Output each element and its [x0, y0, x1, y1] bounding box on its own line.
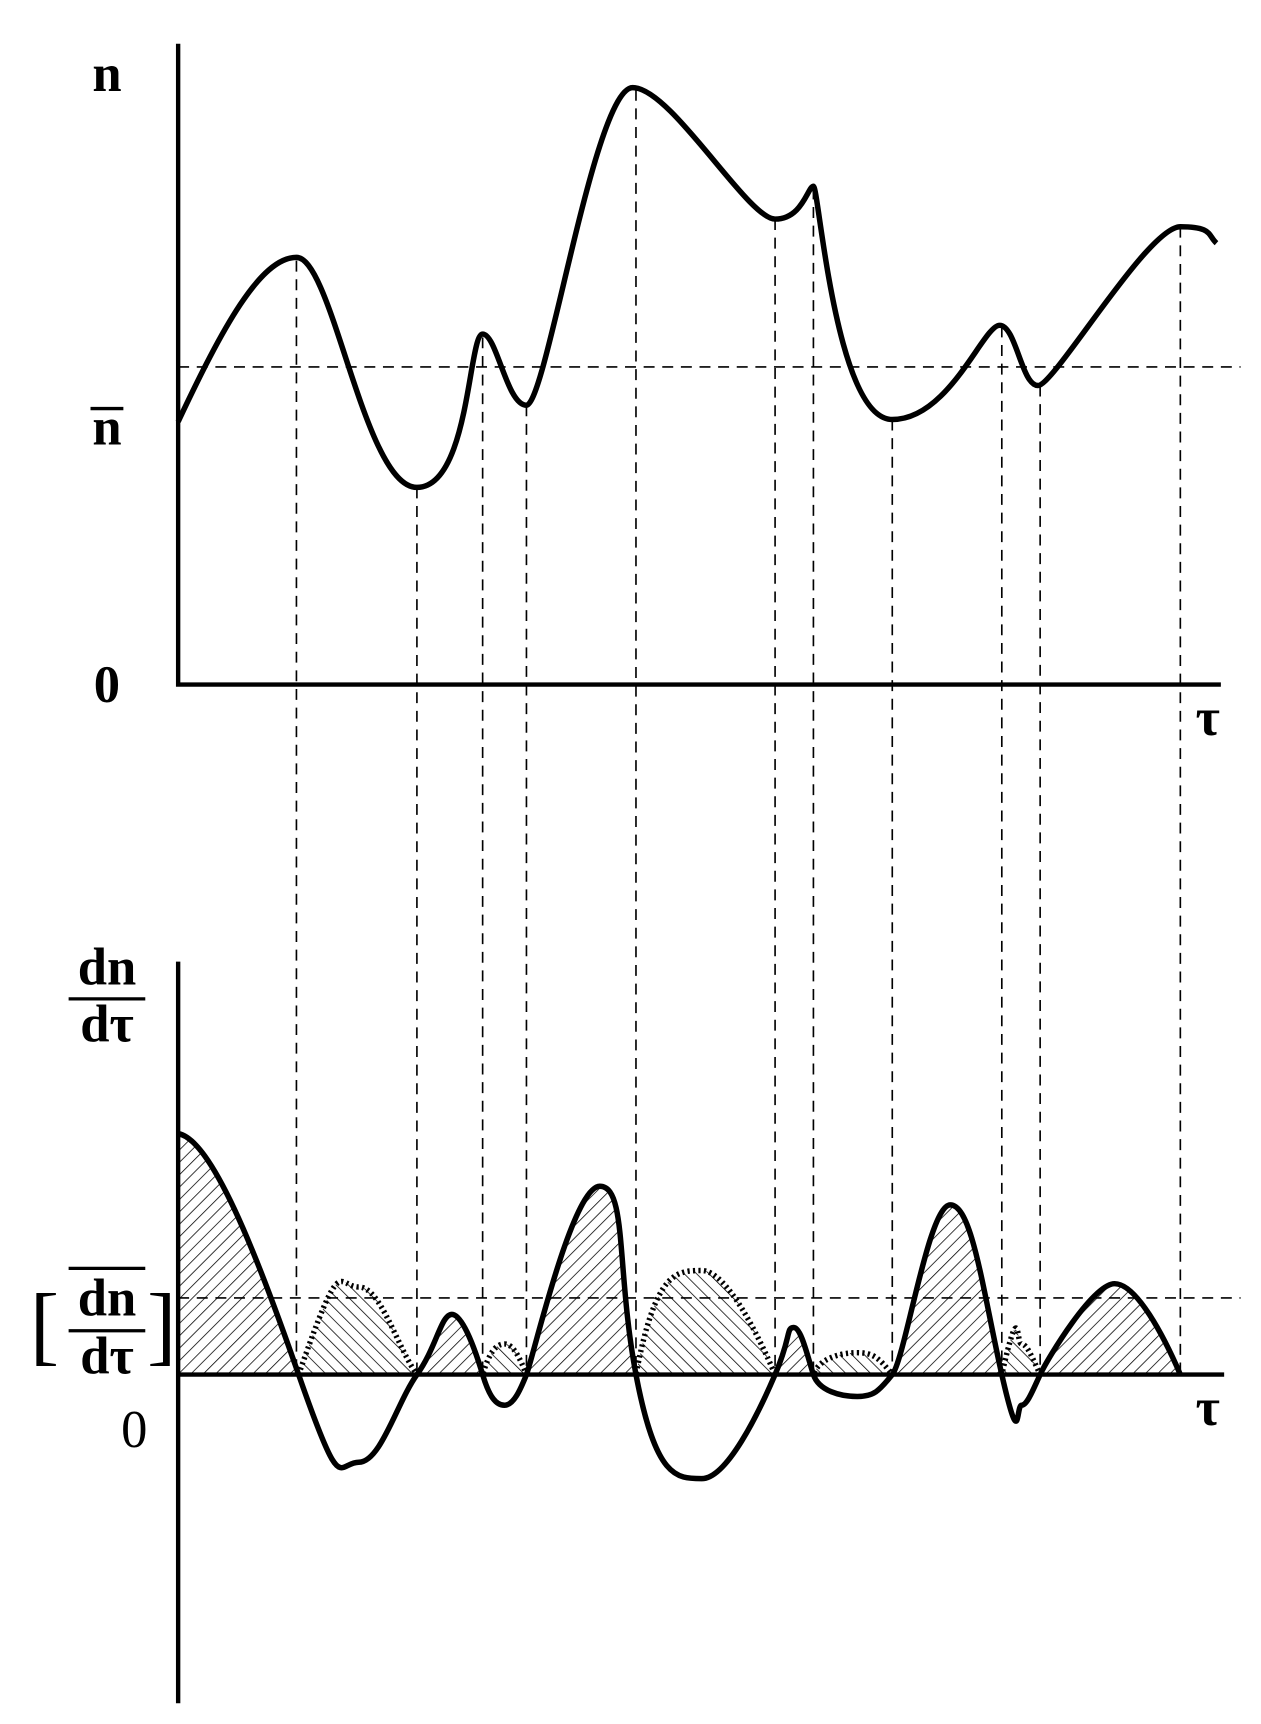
- origin-label: 0: [94, 656, 120, 714]
- x-label: τ: [1196, 689, 1220, 747]
- origin-label: 0: [121, 1401, 147, 1459]
- connector-lines: [295, 89, 1182, 1375]
- y-label: n: [92, 45, 121, 103]
- derivative-curve: [177, 1130, 1183, 1482]
- hatched-area: [178, 1133, 1181, 1375]
- top-axes: [175, 43, 1221, 687]
- reflected-area: [295, 1267, 1181, 1375]
- n-curve: [175, 84, 1219, 491]
- x-label: τ: [1196, 1379, 1220, 1437]
- mean-label-denominator: dτ: [80, 1328, 133, 1386]
- bracket: [: [30, 1276, 59, 1373]
- mean-label-numerator: dn: [78, 1269, 136, 1327]
- y-label-numerator: dn: [78, 939, 136, 997]
- y-label-denominator: dτ: [80, 996, 133, 1054]
- bracket: ]: [147, 1276, 176, 1373]
- bottom-axes: [175, 961, 1225, 1704]
- mean-label: n: [92, 399, 121, 457]
